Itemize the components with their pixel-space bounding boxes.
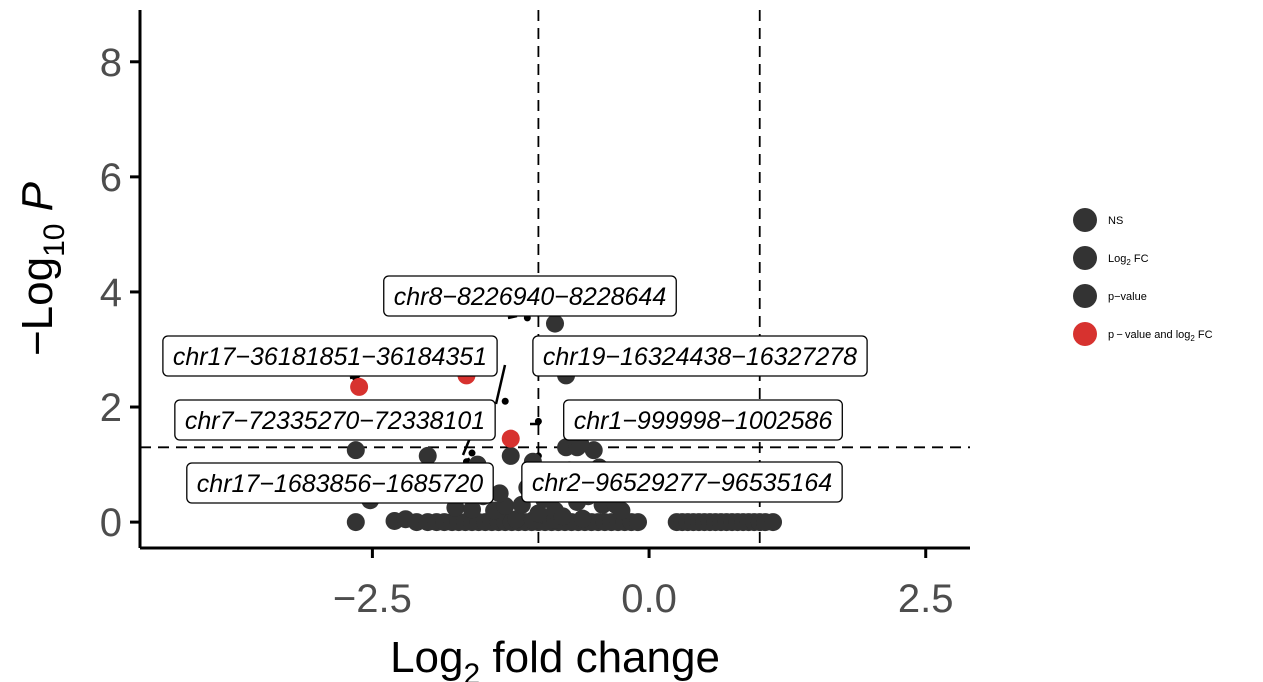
- point-label-3: chr7−72335270−72338101: [174, 399, 496, 441]
- ns-point-36: [507, 510, 526, 529]
- point-label-box: [174, 399, 496, 441]
- x-tick-label-0: −2.5: [333, 577, 412, 621]
- ns-point-0: [346, 513, 365, 532]
- point-label-text: chr17−36181851−36184351: [173, 343, 487, 371]
- y-axis-title: −Log10 P: [13, 181, 71, 356]
- legend-label-ns: NS: [1108, 215, 1123, 227]
- label-anchor-2: [501, 397, 509, 405]
- p-point-3: [418, 446, 437, 465]
- both-point-0: [350, 377, 369, 396]
- y-axis-title-italic: P: [13, 181, 62, 223]
- legend-label-suffix: FC: [1131, 253, 1149, 265]
- point-label-0: chr8−8226940−8228644: [383, 275, 677, 317]
- y-tick-label-4: 8: [100, 41, 122, 85]
- y-axis-title-sub: 10: [38, 224, 71, 257]
- point-label-box: [162, 335, 498, 377]
- legend-label-fc: Log2 FC: [1108, 253, 1149, 267]
- label-anchor-3: [468, 449, 476, 457]
- label-anchor-4: [534, 417, 542, 425]
- point-label-box: [186, 462, 494, 504]
- ns-point-35: [629, 513, 647, 532]
- ns-point-60: [463, 500, 481, 519]
- ns-point-64: [529, 504, 548, 523]
- y-tick-label-2: 4: [100, 271, 122, 315]
- label-connector-2: [494, 364, 507, 405]
- legend-label-base: p − value and log: [1108, 329, 1190, 341]
- point-label-1: chr17−36181851−36184351: [162, 335, 498, 377]
- point-label-text: chr1−999998−1002586: [574, 407, 833, 435]
- point-label-5: chr17−1683856−1685720: [186, 462, 494, 504]
- legend-key-both: [1073, 322, 1097, 346]
- point-label-text: chr8−8226940−8228644: [394, 283, 667, 311]
- both-point-2: [501, 429, 520, 448]
- point-label-4: chr1−999998−1002586: [563, 399, 843, 441]
- x-tick-label-2: 2.5: [898, 577, 954, 621]
- legend-label-base: NS: [1108, 215, 1123, 227]
- y-tick-label-1: 2: [100, 386, 122, 430]
- point-label-text: chr17−1683856−1685720: [197, 470, 483, 498]
- legend-label-base: Log: [1108, 253, 1126, 265]
- legend-label-sub: 2: [1190, 334, 1195, 343]
- legend-key-ns: [1073, 208, 1097, 232]
- cutoff-lines: [140, 10, 970, 548]
- ns-point-75: [612, 501, 631, 520]
- legend-label-p: p−value: [1108, 291, 1147, 303]
- point-label-box: [521, 461, 843, 503]
- x-axis-title: Log2 fold change: [390, 633, 720, 682]
- x-tick-label-1: 0.0: [621, 577, 677, 621]
- ns-point-67: [553, 507, 572, 526]
- point-label-text: chr2−96529277−96535164: [532, 469, 832, 497]
- label-connector-3: [461, 437, 472, 456]
- legend-label-both: p − value and log2 FC: [1108, 329, 1213, 343]
- point-label-text: chr7−72335270−72338101: [185, 407, 485, 435]
- point-label-box: [532, 335, 868, 377]
- legend-label-base: p−value: [1108, 291, 1147, 303]
- ns-point-57: [764, 513, 783, 532]
- legend-label-suffix: FC: [1195, 329, 1213, 341]
- legend-key-fc: [1073, 246, 1097, 270]
- y-tick-label-0: 0: [100, 501, 122, 545]
- ns-point-39: [573, 509, 592, 528]
- point-label-box: [383, 275, 677, 317]
- x-axis-title-base: Log: [390, 633, 463, 682]
- point-label-box: [563, 399, 843, 441]
- point-label-text: chr19−16324438−16327278: [543, 343, 857, 371]
- x-axis-title-sub: 2: [463, 658, 480, 682]
- x-axis-title-rest: fold change: [480, 633, 720, 682]
- point-label-2: chr19−16324438−16327278: [532, 335, 868, 377]
- p-point-2: [346, 441, 365, 460]
- y-axis-title-base: −Log: [13, 257, 62, 356]
- legend-label-sub: 2: [1126, 258, 1131, 267]
- point-labels: chr8−8226940−8228644 chr17−36181851−36184…: [162, 275, 868, 504]
- p-point-4: [501, 446, 520, 465]
- y-tick-label-3: 6: [100, 156, 122, 200]
- point-label-6: chr2−96529277−96535164: [521, 461, 843, 503]
- p-point-0: [546, 314, 564, 333]
- ns-point-80: [490, 484, 509, 503]
- legend-key-p: [1073, 284, 1097, 308]
